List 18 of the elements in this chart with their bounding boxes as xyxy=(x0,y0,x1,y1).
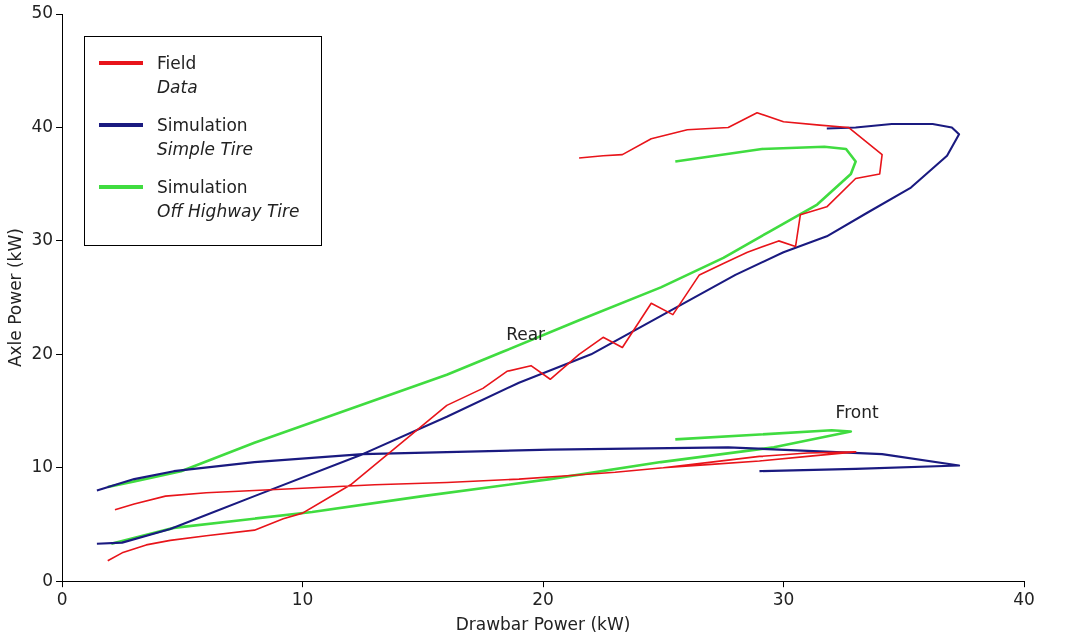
annotation: Rear xyxy=(506,323,546,344)
y-tick-label: 30 xyxy=(31,229,54,250)
y-tick-label: 0 xyxy=(42,569,54,590)
legend-label: Simulation Off Highway Tire xyxy=(157,176,301,223)
legend-label: Simulation Simple Tire xyxy=(157,114,255,161)
y-tick-label: 20 xyxy=(31,342,54,363)
x-axis-title: Drawbar Power (kW) xyxy=(455,614,631,635)
x-tick-label: 0 xyxy=(56,588,68,609)
annotation: Front xyxy=(835,402,879,423)
y-tick-label: 50 xyxy=(31,2,54,23)
legend-label: Field Data xyxy=(157,52,199,99)
y-axis-title: Axle Power (kW) xyxy=(4,228,25,368)
y-tick-label: 40 xyxy=(31,115,54,136)
y-tick-label: 10 xyxy=(31,456,54,477)
x-tick-label: 40 xyxy=(1013,588,1035,609)
x-tick-label: 10 xyxy=(291,588,314,609)
x-tick-label: 20 xyxy=(532,588,554,609)
x-tick-label: 30 xyxy=(772,588,795,609)
